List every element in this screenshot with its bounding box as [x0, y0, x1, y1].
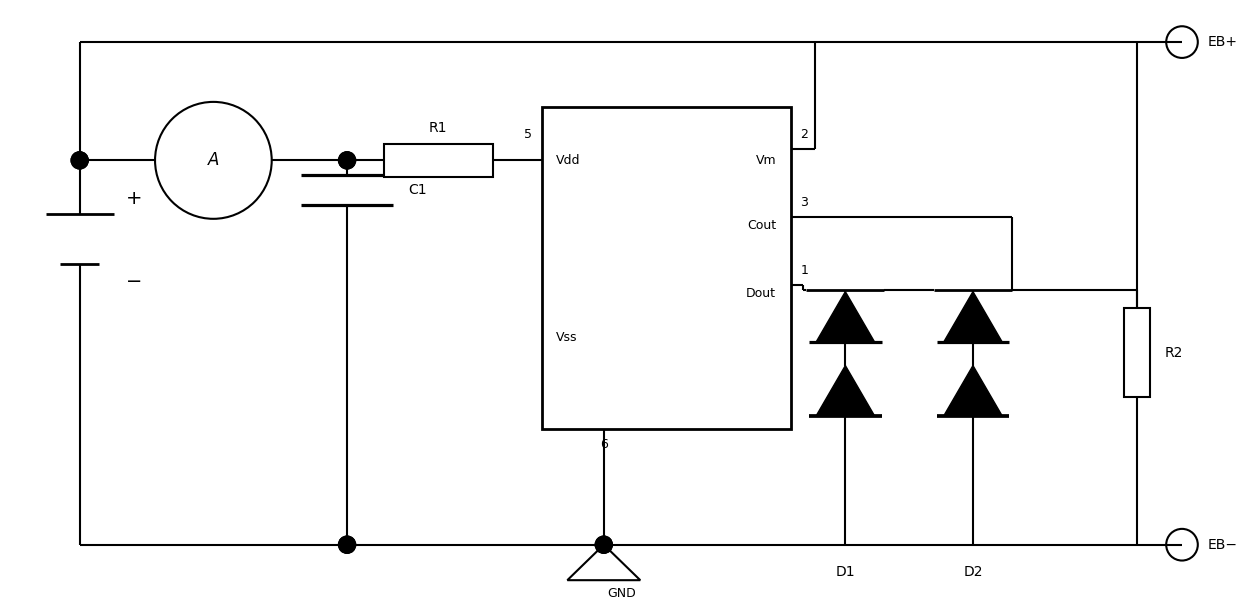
Text: Vss: Vss: [556, 331, 578, 344]
Bar: [1123, 308, 1151, 397]
Text: 1: 1: [800, 264, 808, 278]
Text: 6: 6: [600, 438, 608, 452]
Ellipse shape: [339, 152, 356, 169]
Bar: [542, 107, 791, 429]
Text: 5: 5: [523, 128, 532, 141]
Polygon shape: [816, 365, 874, 416]
Ellipse shape: [71, 152, 88, 169]
Text: D2: D2: [963, 565, 983, 579]
Ellipse shape: [595, 536, 613, 553]
Text: Dout: Dout: [746, 288, 776, 300]
Ellipse shape: [339, 536, 356, 553]
Text: Vdd: Vdd: [556, 155, 580, 167]
Text: A: A: [207, 151, 219, 169]
Text: EB−: EB−: [1208, 538, 1238, 551]
Text: R1: R1: [429, 121, 448, 135]
Text: GND: GND: [608, 588, 636, 600]
Text: +: +: [126, 189, 143, 208]
Bar: [383, 144, 494, 176]
Ellipse shape: [339, 152, 356, 169]
Text: R2: R2: [1166, 346, 1183, 359]
Polygon shape: [944, 291, 1002, 342]
Polygon shape: [816, 291, 874, 342]
Text: 2: 2: [800, 128, 808, 141]
Text: −: −: [126, 272, 143, 291]
Text: 3: 3: [800, 196, 808, 209]
Text: EB+: EB+: [1208, 35, 1238, 49]
Text: Vm: Vm: [755, 155, 776, 167]
Text: D1: D1: [836, 565, 856, 579]
Ellipse shape: [339, 536, 356, 553]
Text: C1: C1: [408, 183, 427, 197]
Ellipse shape: [595, 536, 613, 553]
Ellipse shape: [71, 152, 88, 169]
Polygon shape: [944, 365, 1002, 416]
Text: Cout: Cout: [746, 220, 776, 232]
